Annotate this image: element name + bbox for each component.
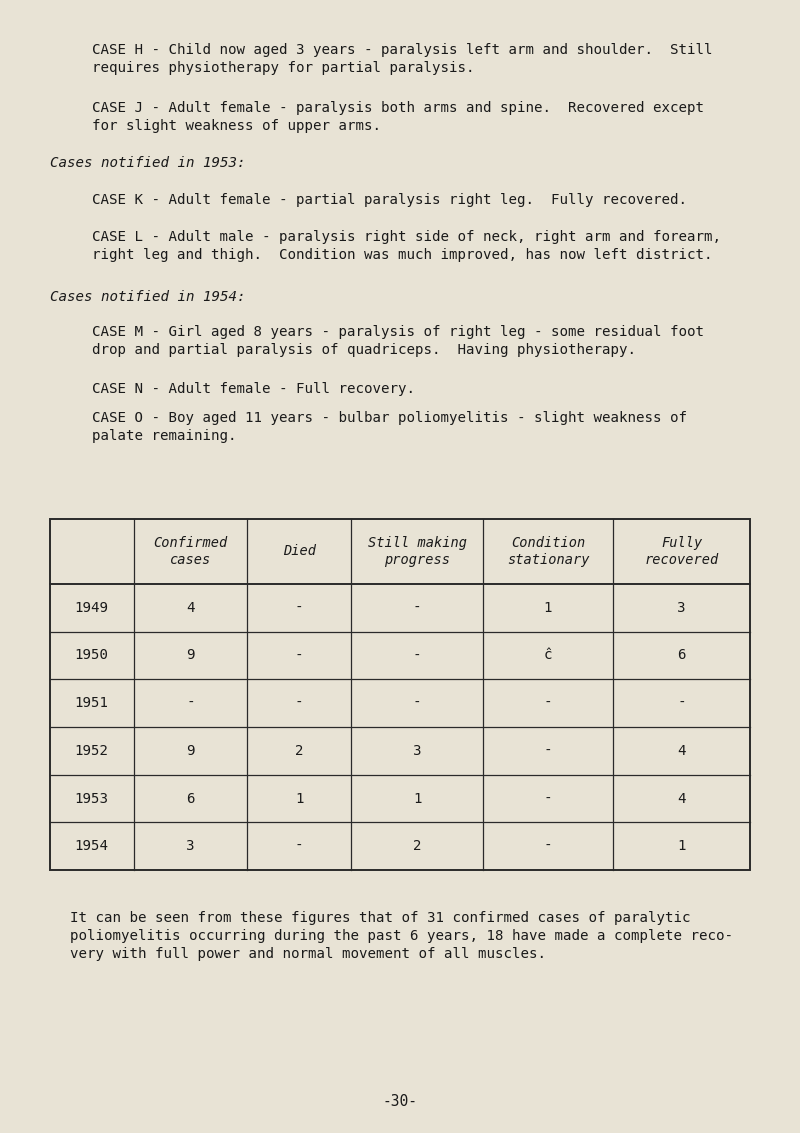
Text: 1950: 1950 (74, 648, 109, 663)
Text: 1953: 1953 (74, 792, 109, 806)
Text: -: - (295, 696, 303, 710)
Text: ĉ: ĉ (544, 648, 552, 663)
Text: -: - (544, 792, 552, 806)
Text: -: - (295, 840, 303, 853)
Text: 1: 1 (544, 600, 552, 615)
Text: 3: 3 (413, 744, 422, 758)
Text: -: - (413, 648, 422, 663)
Text: 3: 3 (678, 600, 686, 615)
Text: -: - (295, 648, 303, 663)
Text: CASE N - Adult female - Full recovery.: CASE N - Adult female - Full recovery. (92, 382, 415, 395)
Text: -: - (544, 840, 552, 853)
Text: 1952: 1952 (74, 744, 109, 758)
Text: 1951: 1951 (74, 696, 109, 710)
Text: CASE H - Child now aged 3 years - paralysis left arm and shoulder.  Still
requir: CASE H - Child now aged 3 years - paraly… (92, 43, 713, 75)
Text: 3: 3 (186, 840, 194, 853)
Text: 6: 6 (678, 648, 686, 663)
Text: CASE O - Boy aged 11 years - bulbar poliomyelitis - slight weakness of
palate re: CASE O - Boy aged 11 years - bulbar poli… (92, 411, 687, 443)
Text: Still making
progress: Still making progress (368, 536, 466, 566)
Text: 2: 2 (295, 744, 303, 758)
Text: 1: 1 (678, 840, 686, 853)
Text: 9: 9 (186, 744, 194, 758)
Text: -: - (678, 696, 686, 710)
Text: -: - (186, 696, 194, 710)
Text: 4: 4 (678, 744, 686, 758)
Text: Fully
recovered: Fully recovered (645, 536, 718, 566)
Text: Confirmed
cases: Confirmed cases (154, 536, 227, 566)
Text: It can be seen from these figures that of 31 confirmed cases of paralytic
poliom: It can be seen from these figures that o… (70, 911, 733, 961)
Text: Died: Died (282, 544, 316, 559)
Bar (50, 519, 750, 870)
Text: CASE L - Adult male - paralysis right side of neck, right arm and forearm,
right: CASE L - Adult male - paralysis right si… (92, 230, 721, 262)
Text: 2: 2 (413, 840, 422, 853)
Text: Condition
stationary: Condition stationary (506, 536, 590, 566)
Text: -: - (413, 600, 422, 615)
Text: 1: 1 (413, 792, 422, 806)
Text: 1954: 1954 (74, 840, 109, 853)
Text: -: - (295, 600, 303, 615)
Text: 9: 9 (186, 648, 194, 663)
Text: Cases notified in 1953:: Cases notified in 1953: (50, 156, 245, 170)
Text: 4: 4 (678, 792, 686, 806)
Text: 1: 1 (295, 792, 303, 806)
Text: -: - (544, 696, 552, 710)
Text: -30-: -30- (382, 1094, 418, 1109)
Text: CASE K - Adult female - partial paralysis right leg.  Fully recovered.: CASE K - Adult female - partial paralysi… (92, 193, 687, 206)
Text: Cases notified in 1954:: Cases notified in 1954: (50, 290, 245, 304)
Text: -: - (544, 744, 552, 758)
Text: CASE J - Adult female - paralysis both arms and spine.  Recovered except
for sli: CASE J - Adult female - paralysis both a… (92, 101, 704, 133)
Text: 1949: 1949 (74, 600, 109, 615)
Text: 4: 4 (186, 600, 194, 615)
Text: -: - (413, 696, 422, 710)
Text: 6: 6 (186, 792, 194, 806)
Text: CASE M - Girl aged 8 years - paralysis of right leg - some residual foot
drop an: CASE M - Girl aged 8 years - paralysis o… (92, 325, 704, 357)
